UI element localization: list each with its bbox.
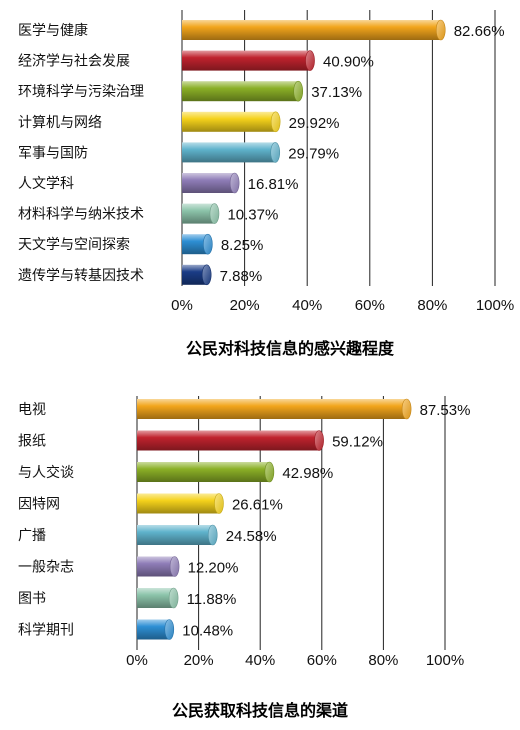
interest-bar-cap xyxy=(305,50,315,71)
interest-x-tick-label: 60% xyxy=(355,297,385,314)
interest-x-tick-label: 100% xyxy=(476,297,514,314)
interest-value-label: 16.81% xyxy=(248,176,299,193)
interest-category-label: 遗传学与转基因技术 xyxy=(18,267,144,284)
channel-bar xyxy=(137,588,174,608)
interest-value-label: 82.66% xyxy=(454,23,505,40)
interest-bar xyxy=(182,234,208,255)
channel-value-label: 12.20% xyxy=(188,560,239,577)
channel-category-label: 电视 xyxy=(18,402,46,418)
interest-value-label: 8.25% xyxy=(221,237,264,254)
channel-bar-cap xyxy=(168,587,179,609)
interest-bar-cap xyxy=(270,111,281,133)
interest-category-label: 环境科学与污染治理 xyxy=(18,84,144,100)
channel-x-tick-label: 0% xyxy=(126,652,148,669)
channel-bar-cap xyxy=(169,556,180,577)
interest-bar xyxy=(182,111,276,132)
interest-x-tick-label: 40% xyxy=(292,297,322,314)
interest-category-label: 军事与国防 xyxy=(18,145,88,161)
interest-value-label: 29.92% xyxy=(289,115,340,132)
interest-category-label: 计算机与网络 xyxy=(18,115,102,131)
channel-x-tick-label: 100% xyxy=(426,652,464,669)
channel-category-label: 因特网 xyxy=(18,497,60,513)
channel-x-tick-label: 60% xyxy=(307,652,337,669)
interest-bar xyxy=(182,50,311,71)
channel-value-label: 10.48% xyxy=(182,623,233,640)
channel-value-label: 42.98% xyxy=(282,465,333,482)
channel-bar xyxy=(137,493,219,514)
interest-bar-cap xyxy=(435,19,446,41)
channel-x-tick-label: 20% xyxy=(184,652,214,669)
interest-category-label: 经济学与社会发展 xyxy=(18,54,130,70)
channel-x-tick-label: 40% xyxy=(245,652,275,669)
interest-value-label: 37.13% xyxy=(311,84,362,101)
channel-bar-cap xyxy=(314,430,324,451)
interest-value-label: 40.90% xyxy=(323,54,374,71)
interest-value-label: 29.79% xyxy=(288,145,339,162)
channel-value-label: 24.58% xyxy=(226,528,277,545)
interest-category-label: 材料科学与纳米技术 xyxy=(18,207,144,223)
interest-value-label: 7.88% xyxy=(220,268,263,285)
channel-category-label: 一般杂志 xyxy=(18,560,74,576)
interest-bar-cap xyxy=(201,264,212,286)
channel-bar-cap xyxy=(164,619,175,640)
channel-bar xyxy=(137,430,320,451)
channel-bar-cap xyxy=(207,524,218,546)
interest-category-label: 医学与健康 xyxy=(18,22,88,39)
chart-interest-level: 公民对科技信息的感兴趣程度 0% 20% 40% 60% 80% 100% 医学与健康 82.… xyxy=(18,10,514,358)
interest-x-tick-label: 80% xyxy=(417,297,447,314)
channel-bar-cap xyxy=(264,461,275,483)
interest-bar-cap xyxy=(293,80,304,102)
channel-category-label: 科学期刊 xyxy=(18,623,74,639)
channel-value-label: 11.88% xyxy=(187,591,237,608)
interest-value-label: 10.37% xyxy=(227,207,278,224)
channel-bar xyxy=(137,462,270,482)
chart-title-channels: 公民获取科技信息的渠道 xyxy=(172,701,348,720)
interest-bar xyxy=(182,203,215,224)
channel-category-label: 图书 xyxy=(18,591,46,607)
chart-info-channels: 公民获取科技信息的渠道 0% 20% 40% 60% 80% 100% 电视 87.53% 报纸… xyxy=(18,396,470,720)
interest-bar xyxy=(182,142,276,163)
channel-value-label: 87.53% xyxy=(420,402,471,419)
channel-category-label: 广播 xyxy=(18,528,46,544)
channel-value-label: 59.12% xyxy=(332,434,383,451)
channel-bar-cap xyxy=(214,493,224,514)
channel-category-label: 报纸 xyxy=(18,434,46,450)
interest-x-tick-label: 20% xyxy=(230,297,260,314)
channel-bar xyxy=(137,619,170,640)
interest-bar xyxy=(182,173,235,193)
interest-bar-cap xyxy=(203,233,213,255)
channel-value-label: 26.61% xyxy=(232,497,283,514)
channel-category-label: 与人交谈 xyxy=(18,464,74,481)
interest-bar xyxy=(182,264,207,285)
interest-bar xyxy=(182,81,299,102)
interest-category-label: 天文学与空间探索 xyxy=(18,236,130,253)
interest-bar-cap xyxy=(229,172,240,194)
channel-bar-cap xyxy=(401,398,412,420)
interest-x-tick-label: 0% xyxy=(171,297,193,314)
channel-bar xyxy=(137,525,213,545)
interest-bar xyxy=(182,20,441,40)
interest-category-label: 人文学科 xyxy=(18,176,74,192)
channel-x-tick-label: 80% xyxy=(368,652,398,669)
chart-title-interest: 公民对科技信息的感兴趣程度 xyxy=(186,339,395,358)
interest-bar-cap xyxy=(209,203,220,224)
channel-bar xyxy=(137,556,175,577)
channel-bar xyxy=(137,399,407,419)
interest-bar-cap xyxy=(270,142,281,163)
